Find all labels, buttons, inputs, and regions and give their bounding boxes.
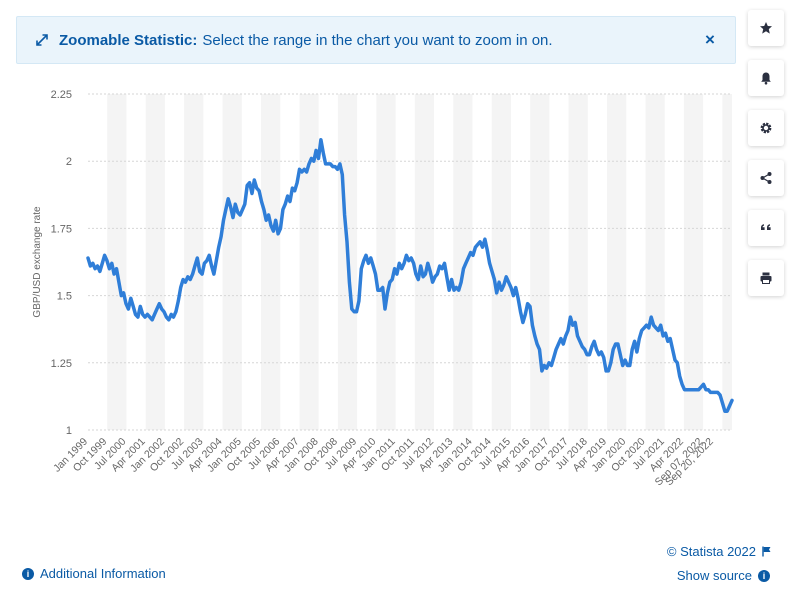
print-button[interactable]: [748, 260, 784, 296]
bell-icon: [761, 72, 771, 85]
y-tick-label: 1: [66, 425, 72, 437]
y-tick-label: 1.25: [51, 358, 72, 370]
print-icon: [760, 272, 772, 284]
y-tick-label: 2.25: [51, 89, 72, 101]
show-source-label: Show source: [676, 568, 752, 583]
plot-band: [376, 94, 396, 430]
series-line: [86, 137, 734, 413]
info-icon: i: [22, 567, 34, 580]
settings-button[interactable]: [748, 110, 784, 146]
notification-button[interactable]: [748, 60, 784, 96]
quote-icon: [761, 224, 771, 230]
plot-bands: [107, 94, 732, 430]
plot-band: [607, 94, 627, 430]
plot-band: [453, 94, 473, 430]
star-icon: [760, 22, 772, 34]
y-tick-label: 1.75: [51, 223, 72, 235]
copyright-label: © Statista 2022: [666, 544, 756, 559]
favorite-button[interactable]: [748, 10, 784, 46]
share-icon: [760, 172, 772, 184]
gear-icon: [760, 122, 772, 134]
plot-band: [568, 94, 588, 430]
plot-band: [222, 94, 242, 430]
banner-message: Select the range in the chart you want t…: [202, 31, 553, 49]
close-banner-button[interactable]: ×: [705, 30, 715, 49]
plot-band: [261, 94, 281, 430]
sidebar-toolbar: [748, 10, 784, 310]
flag-icon: [762, 546, 771, 557]
plot-band: [414, 94, 435, 430]
plot-band: [107, 94, 127, 430]
show-source-link[interactable]: Show source i: [677, 568, 776, 583]
expand-icon: [36, 34, 48, 46]
additional-information-label: Additional Information: [40, 566, 166, 581]
plot-band: [683, 94, 704, 430]
y-axis-label: GBP/USD exchange rate: [32, 206, 43, 318]
y-tick-label: 2: [66, 156, 72, 168]
plot-band: [184, 94, 204, 430]
y-tick-label: 1.5: [57, 291, 72, 303]
y-axis-ticks: 1 1.25 1.5 1.75 2 2.25: [51, 89, 72, 437]
plot-band: [645, 94, 665, 430]
copyright[interactable]: © Statista 2022: [667, 544, 772, 559]
plot-band: [530, 94, 550, 430]
cite-button[interactable]: [748, 210, 784, 246]
additional-information-link[interactable]: i Additional Information: [16, 566, 166, 581]
plot-band: [722, 94, 732, 430]
plot-band: [299, 94, 319, 430]
share-button[interactable]: [748, 160, 784, 196]
plot-band: [491, 94, 511, 430]
banner-title: Zoomable Statistic:: [59, 31, 198, 49]
plot-band: [145, 94, 165, 430]
zoom-banner: Zoomable Statistic: Select the range in …: [16, 16, 736, 64]
info-icon: i: [758, 569, 770, 582]
